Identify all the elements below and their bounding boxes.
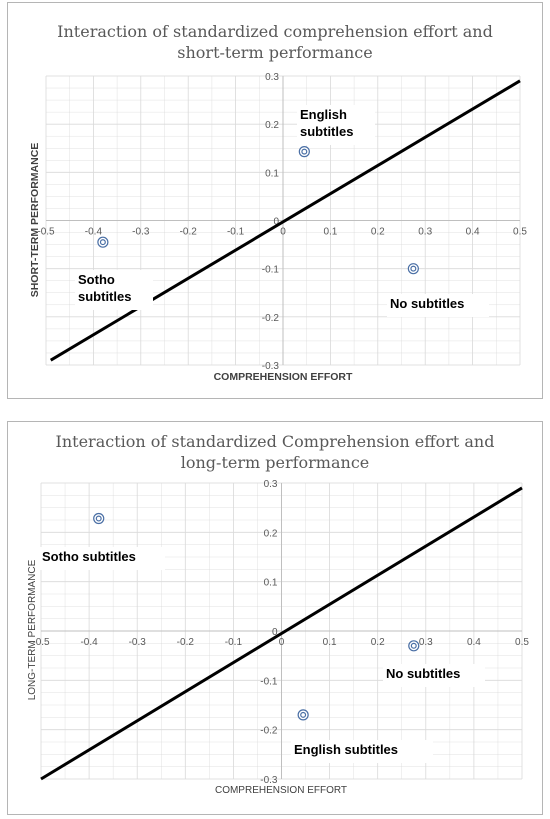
chart-title-line-2: long-term performance xyxy=(180,453,370,472)
y-tick-label: -0.2 xyxy=(260,726,278,737)
y-axis-title: SHORT-TERM PERFORMANCE xyxy=(29,143,41,298)
chart-title: Interaction of standardized Comprehensio… xyxy=(8,431,542,473)
y-tick-label: 0.1 xyxy=(264,578,278,589)
data-point xyxy=(93,512,105,525)
x-tick-label: 0.2 xyxy=(371,637,385,648)
x-tick-label: -0.2 xyxy=(180,227,198,238)
point-annotation-label: Sotho xyxy=(78,272,115,287)
annotation-background xyxy=(297,105,375,145)
point-annotation-label: English subtitles xyxy=(294,742,398,757)
y-tick-label: 0 xyxy=(272,627,278,638)
data-point-outer-ring xyxy=(407,263,419,275)
x-tick-label: 0.4 xyxy=(466,227,480,238)
chart-title-line-2: short-term performance xyxy=(177,43,373,62)
y-tick-label: 0.2 xyxy=(265,120,279,131)
x-tick-label: -0.5 xyxy=(32,637,50,648)
x-tick-label: 0.3 xyxy=(419,637,433,648)
x-tick-label: -0.1 xyxy=(225,637,243,648)
point-annotation-label: subtitles xyxy=(78,289,131,304)
x-tick-label: 0.5 xyxy=(513,227,527,238)
x-tick-label: 0.2 xyxy=(371,227,385,238)
y-tick-label: 0 xyxy=(273,217,279,228)
point-annotation-label: No subtitles xyxy=(386,666,460,681)
x-axis-title: COMPREHENSION EFFORT xyxy=(214,371,353,383)
x-tick-label: 0 xyxy=(280,227,286,238)
x-tick-label: -0.2 xyxy=(177,637,195,648)
chart-panel-long-term: Interaction of standardized Comprehensio… xyxy=(7,421,543,815)
data-point xyxy=(97,236,109,248)
data-point-outer-ring xyxy=(298,146,310,158)
chart-panel-short-term: Interaction of standardized comprehensio… xyxy=(7,2,543,399)
data-point-outer-ring xyxy=(408,640,420,652)
x-tick-label: 0 xyxy=(279,637,285,648)
x-tick-label: 0.1 xyxy=(323,637,337,648)
trendline xyxy=(40,486,523,781)
data-point-inner-ring xyxy=(410,642,417,649)
point-annotation-label: No subtitles xyxy=(390,296,464,311)
y-tick-label: 0.1 xyxy=(265,168,279,179)
x-axis-title: COMPREHENSION EFFORT xyxy=(215,785,347,796)
x-tick-label: -0.1 xyxy=(227,227,245,238)
y-axis-title: LONG-TERM PERFORMANCE xyxy=(27,559,38,700)
chart-plot-long-term: -0.5 -0.4 -0.3 -0.2 -0.1 0 0.1 0.2 0.3 0.4 0.5 0.3 0… xyxy=(27,479,529,796)
annotation-background xyxy=(383,664,485,687)
data-point-inner-ring xyxy=(410,265,417,272)
x-tick-label: -0.3 xyxy=(129,637,147,648)
data-point xyxy=(297,709,309,721)
data-point xyxy=(408,640,420,652)
annotation-background xyxy=(291,740,433,763)
y-tick-label: 0.3 xyxy=(265,72,279,83)
x-tick-label: 0.5 xyxy=(515,637,529,648)
data-point-inner-ring xyxy=(301,148,308,155)
x-tick-label: 0.4 xyxy=(467,637,481,648)
x-tick-label: -0.4 xyxy=(85,227,103,238)
y-tick-label: -0.2 xyxy=(262,313,280,324)
data-point-inner-ring xyxy=(99,239,106,246)
annotation-background xyxy=(39,547,165,570)
data-point-outer-ring xyxy=(297,709,309,721)
x-tick-label: 0.3 xyxy=(418,227,432,238)
data-point-inner-ring xyxy=(95,515,102,522)
point-annotation-label: subtitles xyxy=(300,124,353,139)
y-tick-label: -0.3 xyxy=(260,775,278,786)
y-tick-label: -0.1 xyxy=(262,265,280,276)
point-annotation-label: Sotho subtitles xyxy=(42,549,136,564)
annotation-background xyxy=(75,270,153,310)
y-tick-label: -0.1 xyxy=(260,676,278,687)
x-tick-label: -0.4 xyxy=(80,637,98,648)
chart-title: Interaction of standardized comprehensio… xyxy=(8,21,542,63)
chart-title-line-1: Interaction of standardized Comprehensio… xyxy=(55,432,495,451)
point-annotation-label: English xyxy=(300,107,347,122)
y-tick-label: 0.2 xyxy=(264,528,278,539)
y-tick-label: 0.3 xyxy=(264,479,278,490)
y-tick-label: -0.3 xyxy=(262,361,280,372)
annotation-background xyxy=(387,294,489,317)
chart-title-line-1: Interaction of standardized comprehensio… xyxy=(57,22,493,41)
chart-plot-short-term: -0.5 -0.4 -0.3 -0.2 -0.1 0 0.1 0.2 0.3 0.4 0.5 0.3 0… xyxy=(29,72,527,383)
data-point-outer-ring xyxy=(93,512,105,525)
data-point xyxy=(298,146,310,158)
trendline xyxy=(49,79,521,362)
x-tick-label: 0.1 xyxy=(323,227,337,238)
data-point-inner-ring xyxy=(300,711,307,718)
data-point xyxy=(407,263,419,275)
data-point-outer-ring xyxy=(97,236,109,248)
x-tick-label: -0.5 xyxy=(37,227,55,238)
x-tick-label: -0.3 xyxy=(132,227,150,238)
